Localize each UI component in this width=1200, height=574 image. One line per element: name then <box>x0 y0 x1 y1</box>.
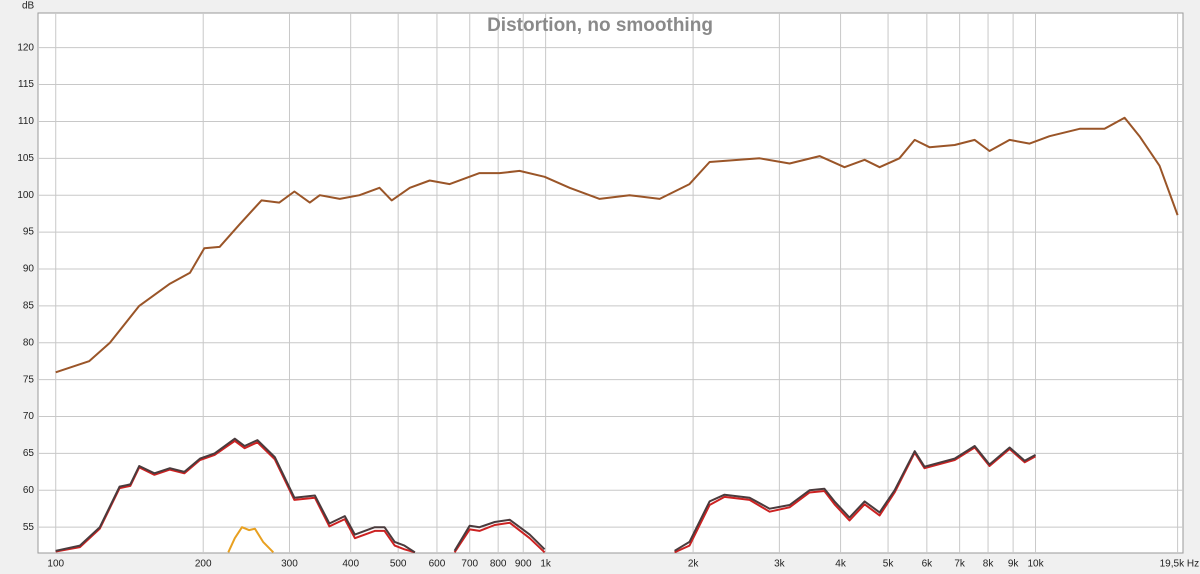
y-tick-label: 105 <box>17 153 34 164</box>
series-line <box>55 437 1036 553</box>
y-tick-label: 100 <box>17 190 34 201</box>
chart-title: Distortion, no smoothing <box>487 15 713 36</box>
plot-area <box>37 12 1184 554</box>
x-tick-label: 1k <box>540 559 552 570</box>
y-tick-label: 110 <box>18 116 34 127</box>
x-tick-label: 800 <box>490 559 507 570</box>
y-tick-label: 65 <box>23 448 35 459</box>
y-tick-label: 70 <box>23 411 35 422</box>
y-tick-label: 60 <box>23 485 35 496</box>
x-tick-label: 10k <box>1027 559 1044 570</box>
x-tick-label: 500 <box>390 559 407 570</box>
x-tick-label: 19,5k Hz <box>1160 559 1199 570</box>
x-tick-label: 900 <box>515 559 532 570</box>
y-tick-label: 80 <box>23 337 35 348</box>
grid <box>38 13 1183 553</box>
y-tick-label: 95 <box>23 227 35 238</box>
x-tick-label: 600 <box>429 559 446 570</box>
x-tick-label: 400 <box>342 559 359 570</box>
x-tick-label: 9k <box>1008 559 1020 570</box>
x-tick-label: 200 <box>195 559 212 570</box>
x-tick-label: 6k <box>922 559 934 570</box>
x-tick-label: 8k <box>983 559 995 570</box>
series-line <box>227 526 275 553</box>
x-tick-label: 300 <box>281 559 298 570</box>
x-tick-label: 3k <box>774 559 786 570</box>
y-tick-label: 115 <box>18 79 34 90</box>
series-line <box>55 116 1179 374</box>
lines <box>55 116 1179 553</box>
y-tick-label: 55 <box>23 522 35 533</box>
y-tick-label: 90 <box>23 264 35 275</box>
x-tick-label: 4k <box>835 559 847 570</box>
x-tick-label: 7k <box>954 559 966 570</box>
y-tick-label: 85 <box>23 301 35 312</box>
x-tick-label: 2k <box>688 559 700 570</box>
x-tick-label: 5k <box>883 559 895 570</box>
y-tick-label: 120 <box>17 42 34 53</box>
x-tick-label: 100 <box>47 559 64 570</box>
x-tick-label: 700 <box>461 559 478 570</box>
y-tick-label: 75 <box>23 374 35 385</box>
y-axis-label: dB <box>22 1 35 12</box>
